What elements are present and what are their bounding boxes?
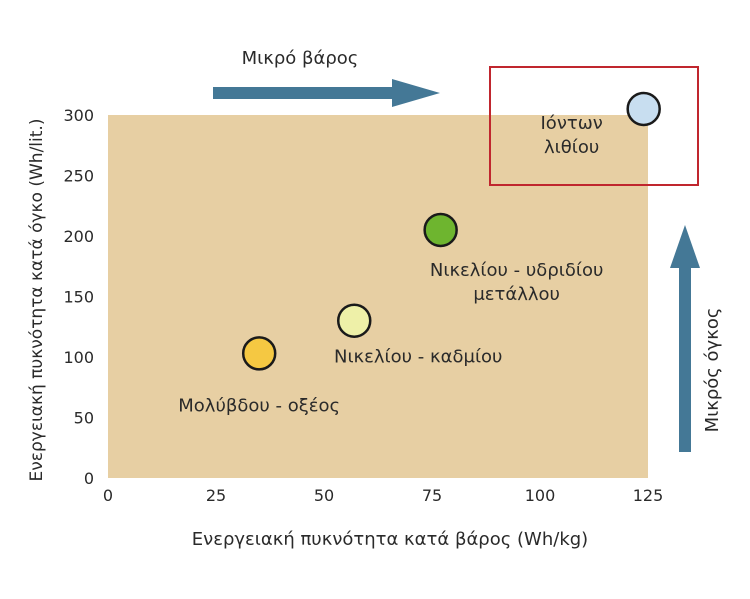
small-volume-label: Μικρός όγκος xyxy=(702,308,723,433)
data-point-label: Νικελίου - υδριδίου μετάλλου xyxy=(430,260,603,305)
x-axis-label: Ενεργειακή πυκνότητα κατά βάρος (Wh/kg) xyxy=(192,529,588,550)
axis-ticks: 0 25 50 75 100 125 0 50 100 150 200 250 300 xyxy=(63,106,663,505)
y-tick-label: 50 xyxy=(74,409,94,428)
data-point xyxy=(336,303,372,338)
plot-area xyxy=(108,115,648,478)
y-tick-label: 300 xyxy=(63,106,94,125)
x-tick-label: 125 xyxy=(633,486,664,505)
y-tick-label: 0 xyxy=(84,469,94,488)
up-arrow-icon xyxy=(670,225,700,452)
x-tick-label: 75 xyxy=(422,486,442,505)
data-point xyxy=(626,91,661,127)
light-weight-label: Μικρό βάρος xyxy=(242,48,359,69)
data-point-label: Μολύβδου - οξέος xyxy=(178,395,340,416)
highlight-box xyxy=(489,66,699,186)
x-tick-label: 0 xyxy=(103,486,113,505)
y-tick-label: 150 xyxy=(63,288,94,307)
right-arrow-icon xyxy=(213,79,440,107)
data-point-label: Ιόντων λιθίου xyxy=(541,113,603,158)
y-axis-label: Ενεργειακή πυκνότητα κατά όγκο (Wh/lit.) xyxy=(27,119,47,482)
x-tick-label: 25 xyxy=(206,486,226,505)
data-point-label: Νικελίου - καδμίου xyxy=(334,347,502,368)
x-tick-label: 100 xyxy=(525,486,556,505)
data-point xyxy=(423,212,458,248)
x-tick-label: 50 xyxy=(314,486,334,505)
data-point xyxy=(241,336,277,371)
y-tick-label: 200 xyxy=(63,227,94,246)
data-points: Μολύβδου - οξέος Νικελίου - καδμίου Νικελί… xyxy=(178,91,661,416)
y-tick-label: 250 xyxy=(63,167,94,186)
y-tick-label: 100 xyxy=(63,348,94,367)
